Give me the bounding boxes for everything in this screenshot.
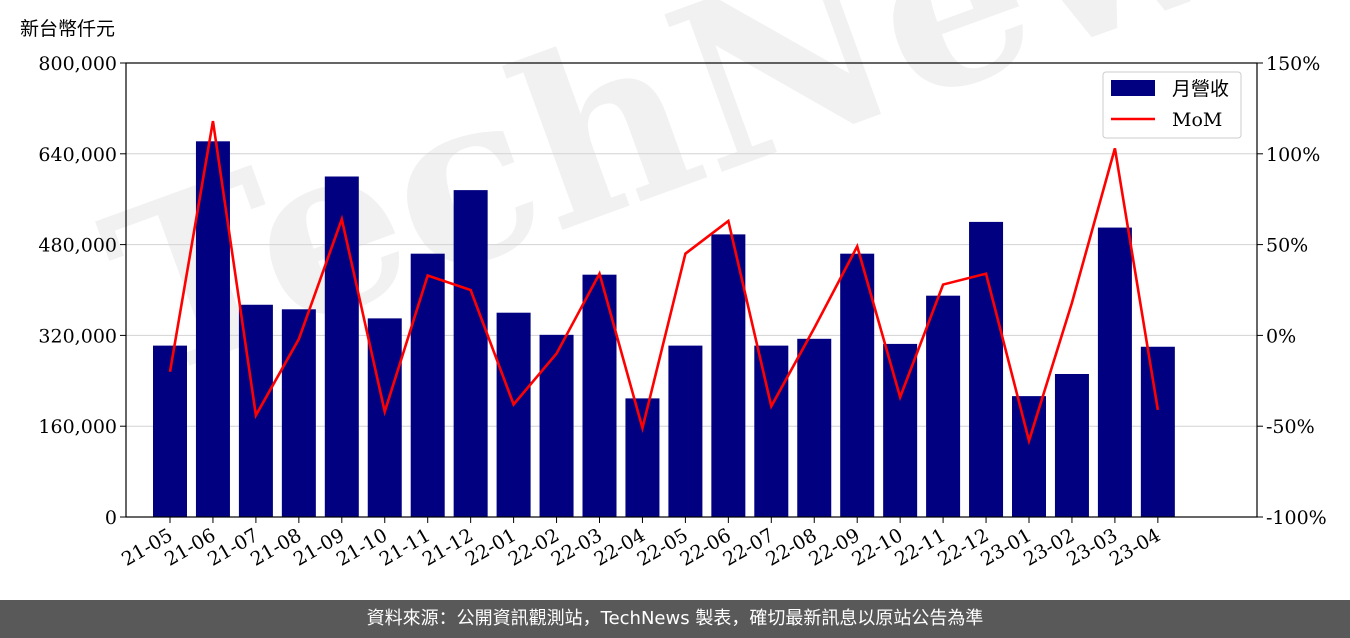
legend: 月營收 MoM xyxy=(1102,71,1242,139)
mom-line-series xyxy=(168,120,1160,446)
mom-line xyxy=(168,120,1160,446)
revenue-bar xyxy=(625,398,660,517)
y-right-tick-label: 150% xyxy=(1266,53,1320,75)
y-axis-unit-label: 新台幣仟元 xyxy=(20,18,116,40)
revenue-bar xyxy=(281,309,316,517)
revenue-bar xyxy=(1012,396,1046,517)
y-right-tick-label: 0% xyxy=(1266,325,1296,347)
y-right-tick-label: 50% xyxy=(1266,235,1308,257)
revenue-chart: TechNews 0160,000320,000480,000640,00080… xyxy=(38,0,1350,571)
revenue-bar xyxy=(367,318,402,517)
y-right-tick-label: -50% xyxy=(1266,416,1315,438)
revenue-bar xyxy=(410,253,445,517)
revenue-bar xyxy=(1054,373,1089,517)
revenue-bar xyxy=(969,221,1004,517)
revenue-bar xyxy=(797,338,832,517)
revenue-bar xyxy=(754,345,789,517)
plot-frame xyxy=(125,62,1258,518)
y-left-tick-label: 800,000 xyxy=(38,53,117,75)
revenue-bar xyxy=(324,176,359,517)
revenue-bar xyxy=(496,312,531,517)
x-tick-label: 23-04 xyxy=(1106,524,1164,570)
legend-label-mom: MoM xyxy=(1172,109,1222,131)
revenue-bar xyxy=(153,345,187,517)
y-left-tick-label: 320,000 xyxy=(38,325,117,347)
y-left-tick-label: 160,000 xyxy=(38,416,117,438)
legend-swatch-bar xyxy=(1111,80,1155,96)
y-left-tick-label: 640,000 xyxy=(38,144,117,166)
revenue-bar xyxy=(926,295,961,517)
revenue-bar xyxy=(668,345,703,517)
revenue-bar xyxy=(1140,346,1175,517)
y-left-tick-label: 480,000 xyxy=(38,235,117,257)
revenue-bar xyxy=(883,343,918,517)
revenue-bar xyxy=(1097,227,1132,517)
revenue-bar xyxy=(453,190,488,517)
source-footer: 資料來源：公開資訊觀測站，TechNews 製表，確切最新訊息以原站公告為準 xyxy=(0,600,1350,638)
revenue-bar xyxy=(582,274,617,517)
y-left-tick-label: 0 xyxy=(105,507,117,529)
revenue-bar xyxy=(840,253,875,517)
revenue-bar xyxy=(539,334,574,517)
y-right-tick-label: -100% xyxy=(1266,507,1327,529)
legend-label-revenue: 月營收 xyxy=(1172,78,1229,100)
revenue-bar xyxy=(711,234,746,517)
y-right-tick-label: 100% xyxy=(1266,144,1320,166)
